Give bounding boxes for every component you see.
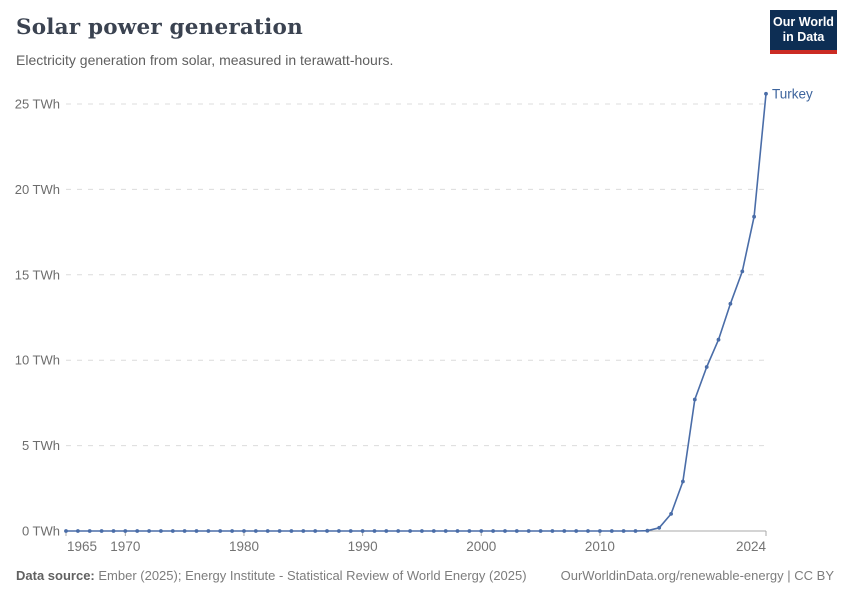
- x-tick-label-1970: 1970: [110, 539, 140, 554]
- data-point-1984[interactable]: [289, 529, 294, 533]
- data-point-1998[interactable]: [455, 529, 460, 533]
- data-point-2016[interactable]: [669, 512, 673, 516]
- data-point-1990[interactable]: [360, 529, 365, 533]
- data-point-2001[interactable]: [491, 529, 495, 533]
- data-point-2005[interactable]: [538, 529, 543, 533]
- data-point-2010[interactable]: [598, 529, 602, 533]
- data-point-1996[interactable]: [431, 529, 436, 533]
- data-point-1981[interactable]: [253, 529, 258, 533]
- data-point-2019[interactable]: [704, 365, 709, 369]
- data-point-2007[interactable]: [562, 529, 567, 533]
- owid-logo-line2: in Data: [782, 30, 825, 44]
- data-point-2011[interactable]: [609, 529, 614, 533]
- data-point-2022[interactable]: [740, 269, 745, 274]
- owid-link[interactable]: OurWorldinData.org/renewable-energy | CC…: [560, 568, 834, 583]
- data-point-1966[interactable]: [76, 529, 80, 533]
- data-point-2006[interactable]: [550, 529, 555, 533]
- data-point-1973[interactable]: [159, 529, 163, 533]
- data-source-label: Data source:: [16, 568, 95, 583]
- data-point-2021[interactable]: [728, 301, 733, 306]
- series-end-label-turkey[interactable]: Turkey: [772, 86, 813, 101]
- data-point-1993[interactable]: [396, 529, 401, 533]
- data-point-2000[interactable]: [479, 529, 484, 533]
- data-point-2008[interactable]: [574, 529, 579, 533]
- data-point-1975[interactable]: [182, 529, 187, 533]
- data-source-text: Ember (2025); Energy Institute - Statist…: [94, 568, 527, 583]
- y-tick-label-10: 10 TWh: [15, 353, 60, 368]
- data-point-1971[interactable]: [135, 529, 140, 533]
- data-point-1967[interactable]: [87, 529, 92, 533]
- data-point-1977[interactable]: [206, 529, 211, 533]
- data-point-1999[interactable]: [467, 529, 472, 533]
- page-title: Solar power generation: [16, 15, 303, 40]
- data-point-1991[interactable]: [372, 529, 377, 533]
- data-point-1995[interactable]: [420, 529, 424, 533]
- x-tick-label-1965: 1965: [67, 539, 97, 554]
- data-point-1979[interactable]: [230, 529, 235, 533]
- data-point-1989[interactable]: [348, 529, 353, 533]
- x-tick-label-2000: 2000: [466, 539, 496, 554]
- x-tick-label-1990: 1990: [348, 539, 378, 554]
- x-tick-label-1980: 1980: [229, 539, 259, 554]
- data-point-1997[interactable]: [443, 529, 448, 533]
- owid-logo[interactable]: Our World in Data: [770, 10, 837, 54]
- data-point-2023[interactable]: [752, 214, 756, 219]
- data-point-2015[interactable]: [657, 525, 662, 530]
- data-point-1970[interactable]: [123, 529, 128, 533]
- y-tick-label-0: 0 TWh: [22, 524, 60, 539]
- owid-logo-line1: Our World: [773, 15, 834, 29]
- data-point-1994[interactable]: [408, 529, 412, 533]
- data-point-1974[interactable]: [170, 529, 175, 533]
- y-tick-label-15: 15 TWh: [15, 267, 60, 282]
- x-tick-label-2024: 2024: [736, 539, 767, 554]
- data-point-1986[interactable]: [313, 529, 318, 533]
- data-point-2017[interactable]: [681, 479, 685, 484]
- data-point-1987[interactable]: [325, 529, 329, 533]
- data-point-1985[interactable]: [301, 529, 306, 533]
- data-point-2004[interactable]: [526, 529, 531, 533]
- data-point-2018[interactable]: [692, 397, 697, 402]
- series-line-turkey[interactable]: [66, 93, 767, 532]
- data-point-2012[interactable]: [621, 529, 626, 533]
- data-point-1982[interactable]: [265, 529, 270, 533]
- x-tick-label-2010: 2010: [585, 539, 615, 554]
- data-point-2002[interactable]: [503, 529, 507, 533]
- y-tick-label-5: 5 TWh: [22, 438, 60, 453]
- data-point-1988[interactable]: [337, 529, 341, 533]
- data-point-1978[interactable]: [218, 529, 223, 533]
- data-point-1968[interactable]: [99, 529, 104, 533]
- data-point-1980[interactable]: [242, 529, 246, 533]
- data-point-1972[interactable]: [147, 529, 152, 533]
- data-point-2003[interactable]: [514, 529, 519, 533]
- y-tick-label-20: 20 TWh: [15, 182, 60, 197]
- chart-subtitle: Electricity generation from solar, measu…: [16, 52, 394, 68]
- chart-footer: Data source: Ember (2025); Energy Instit…: [16, 568, 834, 583]
- data-point-1983[interactable]: [277, 529, 282, 533]
- y-tick-label-25: 25 TWh: [15, 97, 60, 112]
- data-source-note: Data source: Ember (2025); Energy Instit…: [16, 568, 527, 583]
- data-point-2020[interactable]: [716, 337, 721, 342]
- data-point-2014[interactable]: [645, 528, 650, 533]
- data-point-2013[interactable]: [633, 529, 638, 533]
- data-point-2009[interactable]: [586, 529, 590, 533]
- data-point-1969[interactable]: [111, 529, 116, 533]
- data-point-2024[interactable]: [764, 91, 768, 96]
- data-point-1992[interactable]: [384, 529, 389, 533]
- data-point-1965[interactable]: [64, 529, 68, 533]
- data-point-1976[interactable]: [194, 529, 199, 533]
